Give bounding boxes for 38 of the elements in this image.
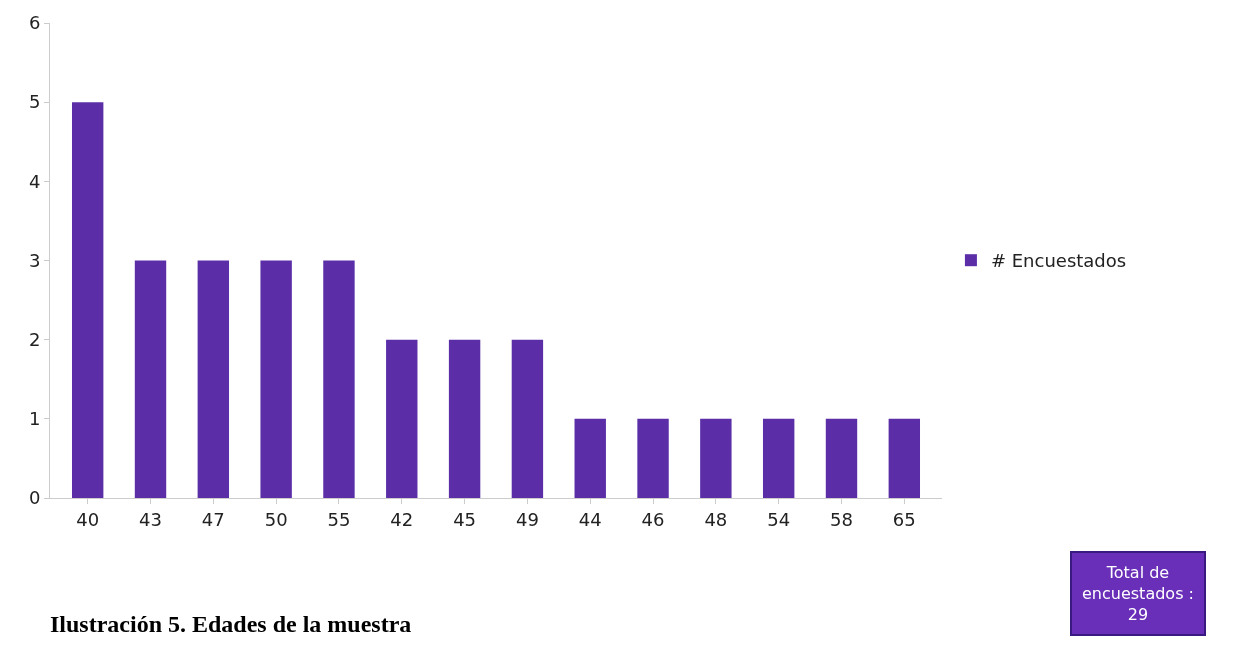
bar bbox=[825, 418, 858, 498]
x-tick-label: 55 bbox=[327, 508, 351, 530]
y-tick-label: 4 bbox=[28, 170, 41, 192]
x-tick-label: 54 bbox=[767, 508, 791, 530]
bar bbox=[700, 418, 732, 498]
y-tick-label: 5 bbox=[28, 91, 41, 113]
x-tick-label: 58 bbox=[830, 508, 853, 530]
legend-label: # Encuestados bbox=[990, 250, 1127, 272]
bar bbox=[386, 339, 418, 498]
x-tick-label: 42 bbox=[390, 508, 414, 530]
bar bbox=[260, 260, 292, 498]
x-tick-label: 43 bbox=[139, 508, 162, 530]
text: Total de encuestados : 29 bbox=[1082, 563, 1194, 624]
bar bbox=[888, 418, 921, 498]
bar bbox=[134, 260, 167, 498]
y-tick-label: 2 bbox=[28, 328, 41, 350]
bar bbox=[574, 418, 606, 498]
bar bbox=[323, 260, 355, 498]
bar bbox=[637, 418, 669, 498]
bar bbox=[511, 339, 544, 498]
y-tick-label: 3 bbox=[28, 249, 41, 271]
x-tick-label: 48 bbox=[704, 508, 728, 530]
x-tick-label: 45 bbox=[453, 508, 477, 530]
x-tick-label: 49 bbox=[515, 508, 539, 530]
x-tick-label: 40 bbox=[76, 508, 100, 530]
bar bbox=[197, 260, 230, 498]
bar bbox=[762, 418, 795, 498]
bar bbox=[448, 339, 481, 498]
x-tick-label: 44 bbox=[578, 508, 602, 530]
bar bbox=[71, 102, 104, 498]
y-tick-label: 6 bbox=[28, 12, 41, 34]
x-tick-label: 47 bbox=[201, 508, 225, 530]
y-tick-label: 1 bbox=[28, 408, 41, 430]
y-tick-label: 0 bbox=[28, 487, 41, 509]
x-tick-label: 46 bbox=[641, 508, 665, 530]
text: Ilustración 5. Edades de la muestra bbox=[50, 610, 412, 637]
x-tick-label: 50 bbox=[264, 508, 288, 530]
x-tick-label: 65 bbox=[892, 508, 916, 530]
